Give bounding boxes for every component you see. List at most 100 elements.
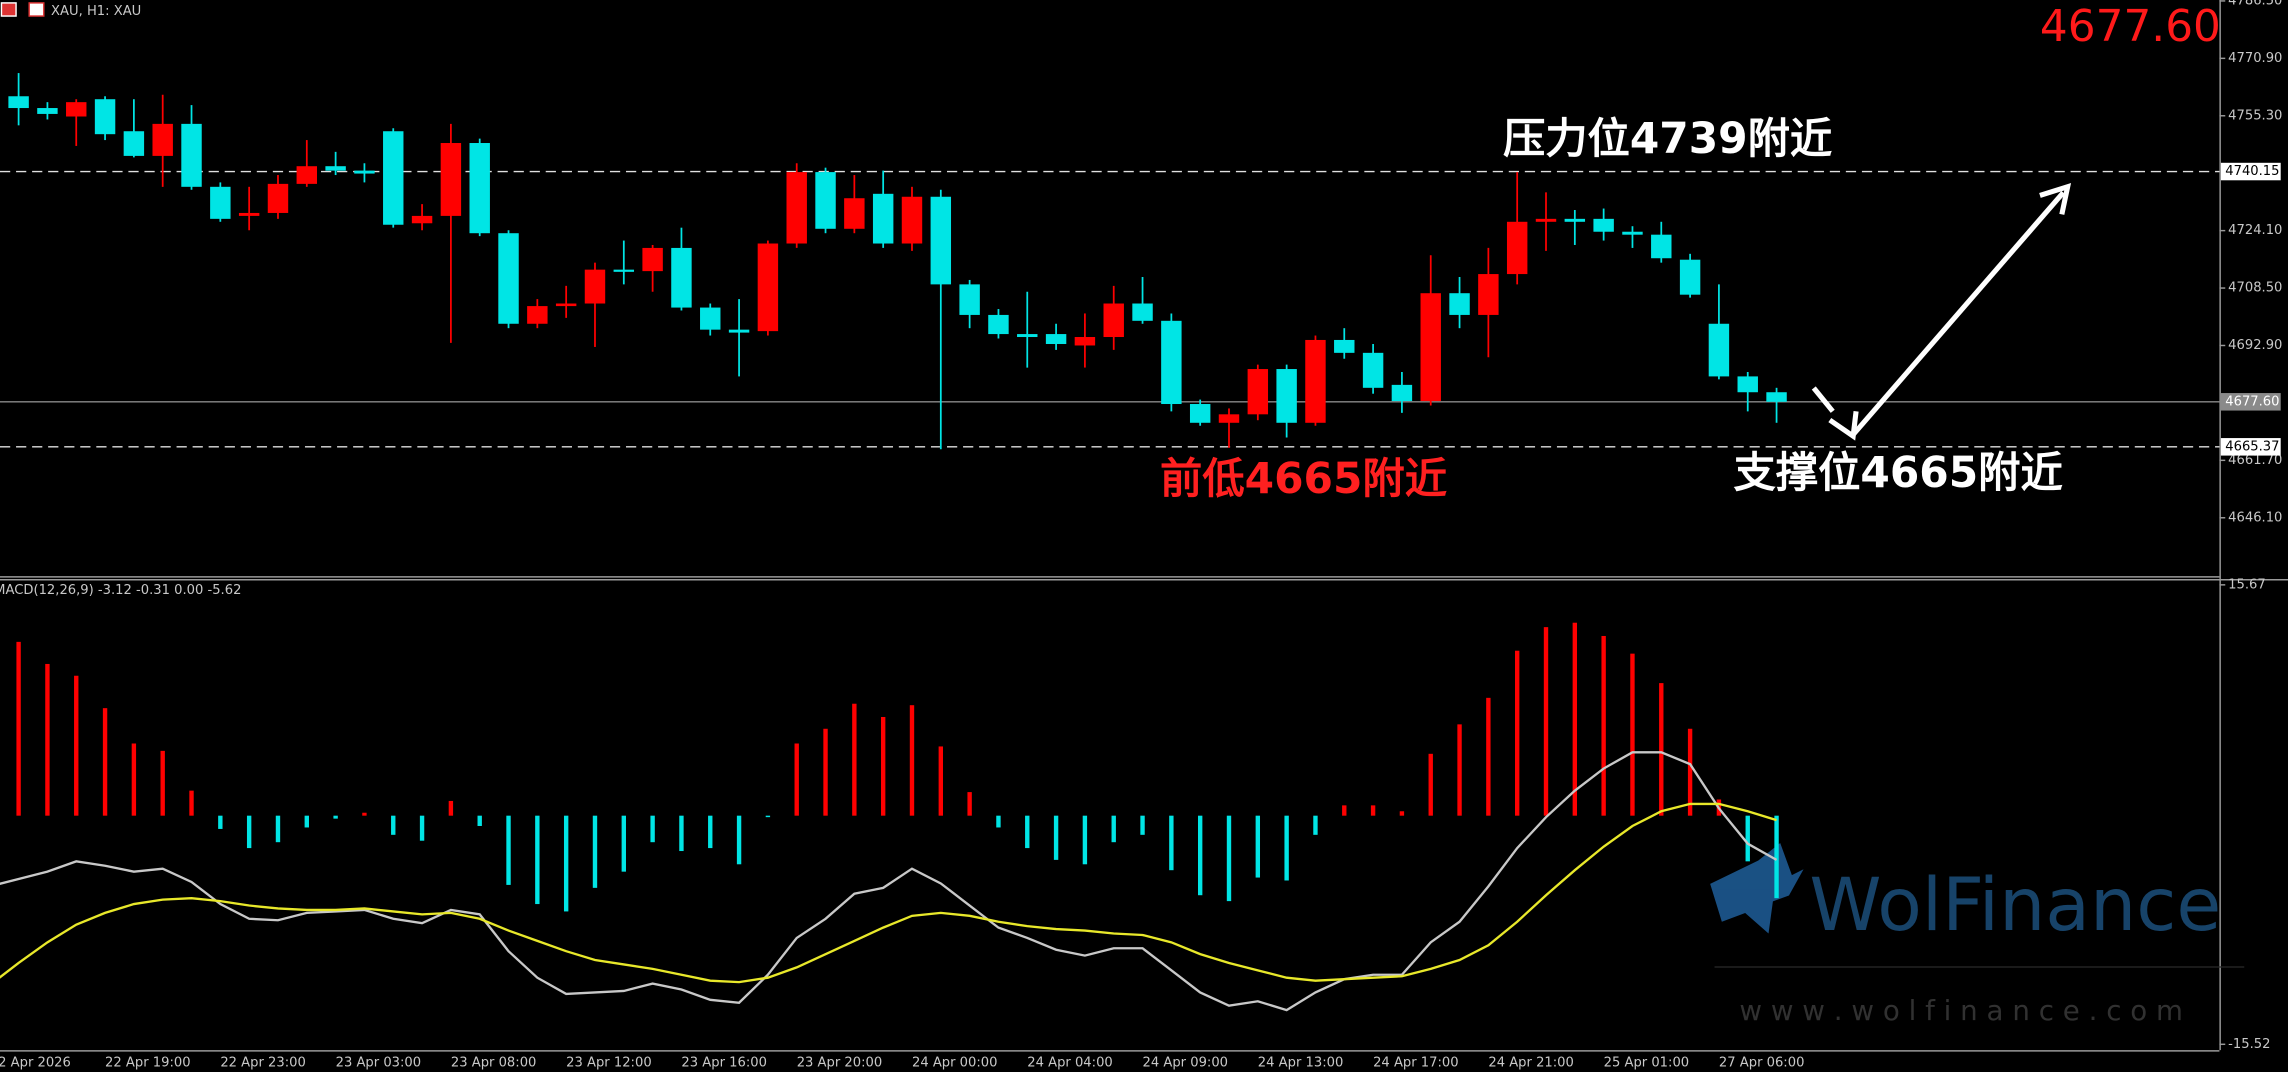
macd-histogram-bar (1687, 728, 1693, 816)
candle-body (1679, 259, 1701, 295)
candle-body (181, 123, 202, 187)
candle-body (1766, 392, 1787, 402)
macd-line (0, 802, 1777, 984)
x-tick-label: 22 Apr 23:00 (220, 1056, 306, 1071)
arrow-shaft (1851, 190, 2066, 437)
macd-histogram-bar (996, 815, 1001, 828)
current-price-label: 4677.60 (2225, 394, 2279, 409)
candle-body (786, 172, 807, 244)
macd-histogram-bar (1428, 753, 1433, 816)
y-tick-label: 15.67 (2228, 577, 2266, 592)
watermark-brand: WolFinance (1809, 863, 2221, 948)
candle-body (901, 196, 923, 244)
candle-body (469, 143, 490, 234)
candle-body (1218, 414, 1240, 423)
candle-body (527, 306, 548, 324)
candle-body (728, 329, 750, 333)
x-tick-label: 23 Apr 12:00 (566, 1056, 652, 1071)
candle-body (210, 186, 231, 219)
candle-body (411, 215, 433, 224)
current-price-big: 4677.60 (2040, 1, 2221, 52)
candle-body (123, 131, 145, 156)
candle-body (1449, 293, 1470, 315)
candle-body (8, 96, 29, 109)
candle-body (325, 166, 346, 171)
macd-histogram-bar (1111, 815, 1116, 843)
macd-histogram-bar (1370, 805, 1376, 816)
candle-body (1305, 339, 1326, 423)
macd-histogram-bar (852, 703, 857, 816)
x-tick-label: 24 Apr 13:00 (1258, 1056, 1344, 1071)
macd-histogram-bar (1169, 815, 1174, 871)
y-tick-label: 4692.90 (2228, 338, 2282, 353)
candle-body (959, 284, 980, 315)
macd-histogram-bar (506, 815, 511, 885)
support-note: 支撑位4665附近 (1734, 448, 2063, 497)
candle-body (1651, 234, 1672, 259)
macd-histogram-bar (823, 728, 828, 816)
previous-low-note: 前低4665附近 (1160, 454, 1447, 503)
candle-body (1334, 339, 1355, 353)
macd-histogram-bar (218, 815, 223, 829)
macd-histogram-bar (909, 705, 915, 816)
menu-icon[interactable] (0, 2, 17, 17)
candle-body (1478, 274, 1499, 315)
macd-histogram-bar (477, 815, 482, 826)
x-tick-label: 23 Apr 08:00 (451, 1056, 537, 1071)
candle-body (844, 198, 865, 229)
macd-histogram-bar (621, 815, 626, 872)
candle-body (1593, 218, 1614, 232)
x-tick-label: 24 Apr 00:00 (912, 1056, 998, 1071)
candle-body (555, 303, 577, 307)
macd-histogram-bar (650, 815, 655, 843)
candle-body (66, 102, 87, 117)
macd-histogram-bar (1774, 815, 1779, 899)
level-label: 4665.37 (2225, 439, 2279, 454)
candle-body (1564, 218, 1586, 222)
current-price-box (2220, 393, 2281, 411)
macd-histogram-bar (563, 815, 569, 912)
macd-histogram-bar (1601, 635, 1606, 816)
macd-histogram-bar (938, 746, 943, 816)
candle-body (440, 143, 462, 216)
forecast-arrow (1811, 182, 2072, 441)
candle-body (584, 269, 606, 304)
x-tick-label: 22 Apr 2026 (0, 1056, 71, 1071)
macd-histogram-bar (967, 792, 972, 816)
candle-body (94, 99, 116, 135)
macd-histogram-bar (708, 815, 713, 849)
macd-histogram-bar (1543, 627, 1549, 816)
macd-histogram-bar (160, 750, 165, 816)
macd-histogram-bar (880, 716, 886, 816)
y-tick-label: 4755.30 (2228, 108, 2282, 123)
candle-body (1362, 352, 1384, 388)
macd-histogram-bar (419, 815, 425, 841)
candle-body (1535, 218, 1557, 222)
level-label: 4740.15 (2225, 164, 2279, 179)
x-tick-label: 24 Apr 09:00 (1143, 1056, 1229, 1071)
macd-histogram-bar (246, 815, 252, 849)
macd-histogram-bar (1053, 815, 1059, 860)
macd-histogram-bar (765, 815, 771, 818)
x-tick-label: 23 Apr 16:00 (681, 1056, 767, 1071)
macd-histogram-bar (1284, 815, 1289, 881)
macd-histogram-bar (1140, 815, 1145, 835)
arrow-head (2039, 182, 2072, 215)
candle-body (1506, 221, 1528, 275)
macd-histogram-bar (304, 815, 309, 828)
macd-histogram-bar (333, 815, 338, 819)
symbol-icon[interactable] (28, 2, 45, 17)
y-tick-label: 4646.10 (2228, 510, 2282, 525)
macd-histogram-bar (1572, 622, 1578, 816)
candle-body (37, 108, 58, 114)
x-tick-label: 27 Apr 06:00 (1719, 1056, 1805, 1071)
candle-body (152, 123, 173, 156)
x-tick-label: 23 Apr 03:00 (336, 1056, 422, 1071)
candle-body (1132, 303, 1153, 321)
macd-histogram-bar (189, 790, 194, 816)
candle-body (1708, 323, 1730, 377)
macd-histogram-bar (736, 815, 742, 865)
macd-histogram-bar (1197, 815, 1203, 896)
